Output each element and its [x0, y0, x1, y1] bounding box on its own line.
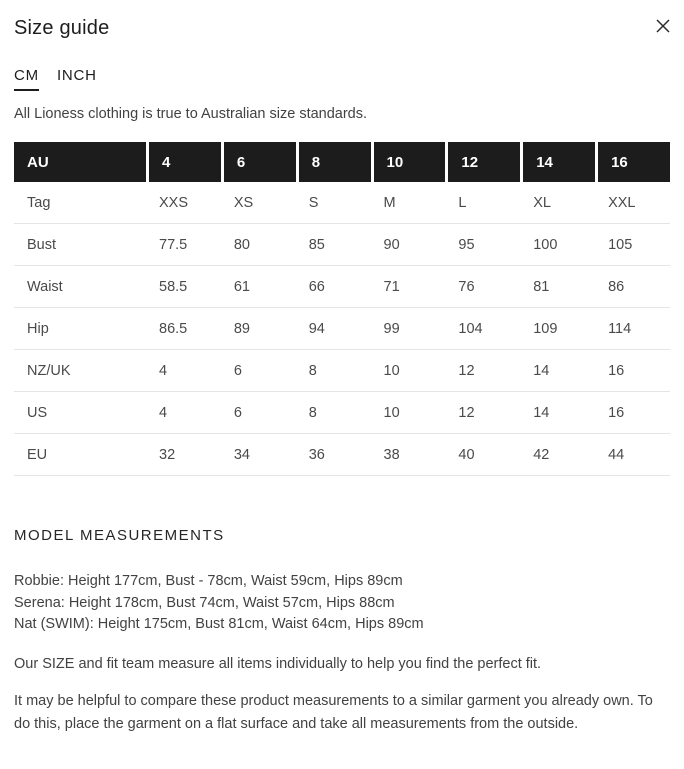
- table-cell: 4: [146, 350, 221, 392]
- size-table-header: AU 4 6 8 10 12 14 16: [14, 142, 670, 182]
- row-label: US: [14, 392, 146, 434]
- size-guide-modal: Size guide CM INCH All Lioness clothing …: [14, 14, 675, 736]
- size-table: AU 4 6 8 10 12 14 16 Tag XXS XS S M L XL XXL Bust 77.5 80…: [14, 142, 670, 476]
- table-cell: 95: [445, 224, 521, 266]
- model-measurement-line: Nat (SWIM): Height 175cm, Bust 81cm, Wai…: [14, 616, 424, 632]
- table-cell: 90: [370, 224, 446, 266]
- table-row: Waist 58.5 61 66 71 76 81 86: [14, 266, 670, 308]
- table-cell: XXS: [146, 182, 221, 224]
- table-cell: 6: [220, 392, 296, 434]
- table-cell: 99: [370, 308, 446, 350]
- row-label: Tag: [14, 182, 146, 224]
- table-cell: L: [445, 182, 521, 224]
- table-cell: 66: [295, 266, 371, 308]
- table-cell: 12: [445, 392, 521, 434]
- size-table-body: Tag XXS XS S M L XL XXL Bust 77.5 80 85 90 95 100 105 Wa…: [14, 182, 670, 476]
- table-cell: 10: [370, 392, 446, 434]
- table-cell: XXL: [595, 182, 670, 224]
- table-cell: 71: [370, 266, 446, 308]
- table-cell: 16: [595, 350, 670, 392]
- table-cell: XS: [220, 182, 296, 224]
- row-label: Waist: [14, 266, 146, 308]
- table-row: Tag XXS XS S M L XL XXL: [14, 182, 670, 224]
- table-cell: 86: [595, 266, 670, 308]
- intro-text: All Lioness clothing is true to Australi…: [14, 106, 368, 122]
- table-cell: 86.5: [146, 308, 221, 350]
- table-cell: 42: [520, 434, 596, 476]
- table-cell: XL: [520, 182, 596, 224]
- table-cell: 104: [445, 308, 521, 350]
- modal-title: Size guide: [14, 17, 110, 39]
- table-cell: 100: [520, 224, 596, 266]
- table-cell: 12: [445, 350, 521, 392]
- table-header-row: AU 4 6 8 10 12 14 16: [14, 142, 670, 182]
- table-cell: S: [295, 182, 371, 224]
- table-cell: 58.5: [146, 266, 221, 308]
- table-cell: 10: [370, 350, 446, 392]
- table-row: EU 32 34 36 38 40 42 44: [14, 434, 670, 476]
- table-row: Bust 77.5 80 85 90 95 100 105: [14, 224, 670, 266]
- unit-tabs: CM INCH: [14, 67, 670, 91]
- fit-notes: Our SIZE and fit team measure all items …: [14, 653, 670, 736]
- table-cell: 114: [595, 308, 670, 350]
- model-measurement-line: Serena: Height 178cm, Bust 74cm, Waist 5…: [14, 594, 395, 611]
- table-header-size: 14: [520, 142, 596, 182]
- table-header-size: 8: [295, 142, 371, 182]
- table-cell: 61: [220, 266, 296, 308]
- table-cell: 32: [146, 434, 221, 476]
- table-cell: 34: [220, 434, 296, 476]
- table-cell: 81: [520, 266, 596, 308]
- table-header-size: 4: [146, 142, 221, 182]
- table-cell: 8: [295, 392, 371, 434]
- model-measurement-line: Robbie: Height 177cm, Bust - 78cm, Waist…: [14, 573, 403, 589]
- row-label: NZ/UK: [14, 350, 146, 392]
- table-cell: 94: [295, 308, 371, 350]
- fit-note-paragraph: Our SIZE and fit team measure all items …: [14, 655, 542, 672]
- table-row: Hip 86.5 89 94 99 104 109 114: [14, 308, 670, 350]
- table-cell: 14: [520, 392, 596, 434]
- table-cell: 14: [520, 350, 596, 392]
- table-cell: 16: [595, 392, 670, 434]
- table-cell: 44: [595, 434, 670, 476]
- table-cell: 80: [220, 224, 296, 266]
- row-label: EU: [14, 434, 146, 476]
- row-label: Hip: [14, 308, 146, 350]
- close-button[interactable]: [651, 14, 675, 38]
- table-header-size: 16: [595, 142, 670, 182]
- row-label: Bust: [14, 224, 146, 266]
- table-cell: 36: [295, 434, 371, 476]
- table-cell: 8: [295, 350, 371, 392]
- table-row: NZ/UK 4 6 8 10 12 14 16: [14, 350, 670, 392]
- tab-cm[interactable]: CM: [14, 67, 39, 91]
- close-icon: [656, 19, 670, 33]
- table-header-region: AU: [14, 142, 146, 182]
- table-cell: 4: [146, 392, 221, 434]
- table-cell: 105: [595, 224, 670, 266]
- table-header-size: 12: [445, 142, 521, 182]
- table-row: US 4 6 8 10 12 14 16: [14, 392, 670, 434]
- table-cell: 6: [220, 350, 296, 392]
- table-cell: 109: [520, 308, 596, 350]
- table-cell: 77.5: [146, 224, 221, 266]
- model-measurements-list: Robbie: Height 177cm, Bust - 78cm, Waist…: [14, 571, 670, 636]
- table-cell: 85: [295, 224, 371, 266]
- tab-inch[interactable]: INCH: [56, 67, 97, 84]
- table-cell: 38: [370, 434, 446, 476]
- model-measurements-heading: MODEL MEASUREMENTS: [14, 527, 225, 544]
- fit-note-paragraph: It may be helpful to compare these produ…: [14, 692, 653, 732]
- table-cell: 89: [220, 308, 296, 350]
- table-cell: 76: [445, 266, 521, 308]
- table-cell: M: [370, 182, 446, 224]
- table-header-size: 10: [370, 142, 446, 182]
- table-cell: 40: [445, 434, 521, 476]
- table-header-size: 6: [220, 142, 296, 182]
